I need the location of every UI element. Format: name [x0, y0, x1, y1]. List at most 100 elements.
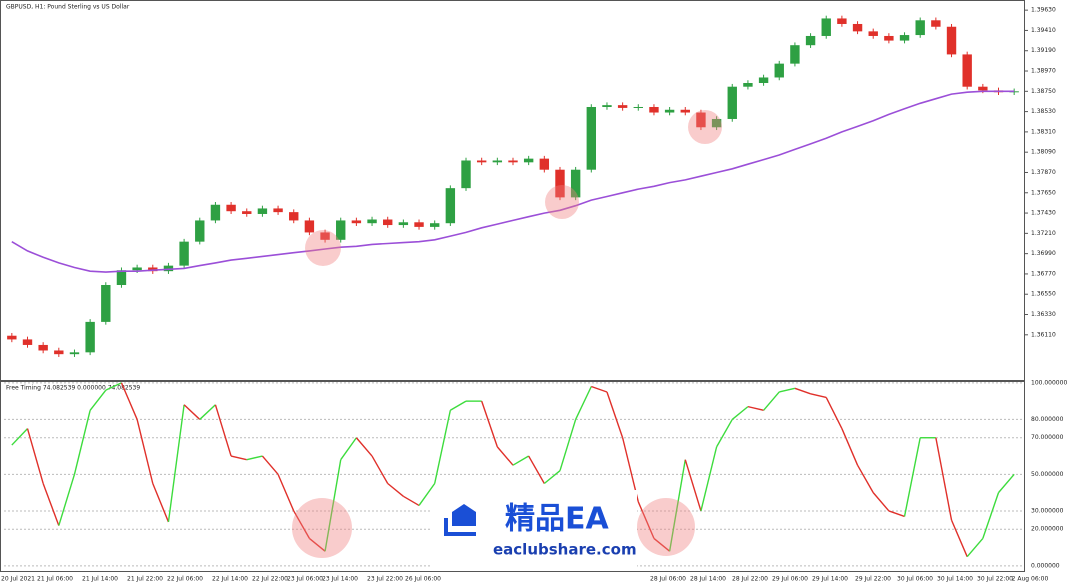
- oscillator-segment: [668, 459, 686, 552]
- candle-body: [226, 204, 236, 212]
- oscillator-segment: [246, 455, 263, 461]
- oscillator-segment: [543, 470, 561, 485]
- oscillator-segment: [450, 400, 467, 411]
- candle-body: [649, 106, 659, 113]
- highlight: [545, 185, 579, 219]
- oscillator-segment: [418, 483, 436, 506]
- oscillator-segment: [637, 501, 655, 539]
- y-tick-label: 1.39630: [1031, 7, 1056, 14]
- candle-body: [304, 220, 315, 233]
- oscillator-panel: [0, 381, 1025, 572]
- oscillator-segment: [997, 473, 1015, 494]
- oscillator-segment: [73, 410, 91, 475]
- oscillator-segment: [152, 483, 170, 523]
- x-tick-label: 23 Jul 22:00: [367, 576, 403, 583]
- moving-average: [11, 90, 1015, 273]
- x-tick-label: 29 Jul 06:00: [772, 576, 808, 583]
- oscillator-segment: [58, 474, 76, 526]
- candle-body: [633, 106, 643, 108]
- oscillator-segment: [779, 387, 796, 393]
- oscillator-segment: [105, 382, 122, 391]
- candle-body: [210, 204, 221, 221]
- y-tick-label: 1.38970: [1031, 68, 1056, 75]
- candle-body: [852, 23, 863, 32]
- candle-body: [758, 77, 769, 84]
- oscillator-segment: [512, 455, 530, 466]
- oscillator-segment: [966, 537, 984, 558]
- y-tick-label: 1.39410: [1031, 27, 1056, 34]
- oscillator-segment: [183, 404, 201, 420]
- candle-body: [398, 222, 409, 226]
- highlight: [305, 230, 341, 266]
- oscillator-segment: [700, 446, 718, 512]
- candle-body: [539, 158, 550, 170]
- oscillator-segment: [872, 492, 890, 512]
- oscillator-segment: [434, 410, 452, 484]
- candle-body: [680, 109, 690, 113]
- x-tick-label: 23 Jul 14:00: [322, 576, 358, 583]
- candle-body: [570, 169, 581, 198]
- candle-body: [351, 220, 362, 224]
- candle-body: [978, 86, 988, 91]
- oscillator-segment: [167, 404, 185, 523]
- candle-body: [915, 20, 925, 36]
- oscillator-segment: [120, 382, 138, 420]
- x-tick-label: 21 Jul 22:00: [127, 576, 163, 583]
- oscillator-segment: [747, 405, 764, 411]
- indicator-title: Free Timing 74.082539 0.000000 74.082539: [6, 385, 140, 392]
- x-tick-label: 30 Jul 22:00: [977, 576, 1013, 583]
- y-tick-label: 1.36330: [1031, 311, 1056, 318]
- y-tick-label: 1.36770: [1031, 270, 1056, 277]
- candle-body: [946, 26, 957, 55]
- y-tick-label: 1.38530: [1031, 108, 1056, 115]
- x-tick-label: 26 Jul 06:00: [405, 576, 441, 583]
- candle-body: [492, 160, 503, 163]
- oscillator-segment: [935, 437, 953, 521]
- oscillator-segment: [89, 389, 107, 411]
- y-tick-label: 1.38310: [1031, 128, 1056, 135]
- oscillator-segment: [575, 386, 592, 420]
- oscillator-segment: [559, 419, 577, 471]
- y-tick-label: 100.000000: [1031, 379, 1067, 386]
- watermark-box: [432, 490, 637, 570]
- candle-body: [116, 270, 127, 285]
- y-tick-label: 50.000000: [1031, 471, 1064, 478]
- oscillator-segment: [715, 419, 733, 448]
- candle-body: [727, 86, 737, 119]
- y-tick-label: 1.38750: [1031, 88, 1056, 95]
- y-tick-label: 1.36990: [1031, 250, 1056, 257]
- y-tick-label: 80.000000: [1031, 416, 1064, 423]
- y-tick-label: 1.37650: [1031, 189, 1056, 196]
- candle-body: [85, 321, 95, 353]
- y-tick-label: 1.37870: [1031, 169, 1056, 176]
- y-tick-label: 1.36550: [1031, 291, 1056, 298]
- candle-body: [367, 219, 377, 224]
- candle-body: [273, 208, 283, 213]
- candle-body: [602, 105, 612, 107]
- candle-body: [195, 220, 205, 242]
- candle-body: [242, 211, 252, 214]
- oscillator-segment: [387, 482, 404, 497]
- candle-body: [429, 223, 440, 227]
- candle-body: [179, 241, 189, 266]
- x-tick-label: 23 Jul 06:00: [287, 576, 323, 583]
- candle-body: [586, 106, 597, 170]
- oscillator-segment: [277, 474, 295, 512]
- candle-body: [148, 267, 158, 272]
- oscillator-segment: [371, 455, 389, 484]
- oscillator-segment: [481, 400, 499, 448]
- candle-body: [555, 169, 565, 198]
- candle-body: [336, 220, 346, 240]
- y-tick-label: 20.000000: [1031, 526, 1064, 533]
- candle-body: [617, 105, 628, 108]
- oscillator-segment: [340, 437, 357, 461]
- candle-body: [664, 109, 675, 113]
- candle-body: [821, 18, 831, 36]
- candle-body: [22, 339, 33, 345]
- chart-title: GBPUSD, H1: Pound Sterling vs US Dollar: [6, 4, 130, 11]
- oscillator-segment: [214, 404, 232, 457]
- x-tick-label: 20 Jul 2021: [1, 576, 35, 583]
- candle-body: [54, 350, 64, 355]
- candle-body: [696, 112, 706, 128]
